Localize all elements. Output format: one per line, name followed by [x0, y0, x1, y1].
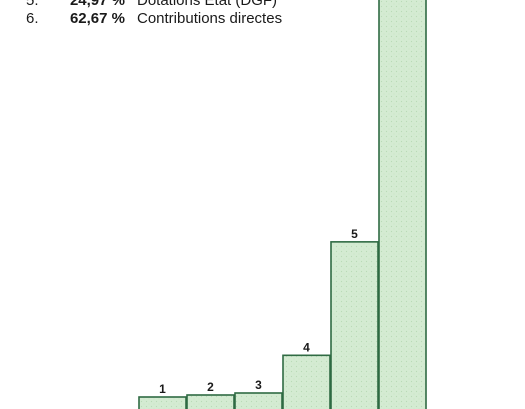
- bars: 1 2 3 4 5: [138, 0, 427, 409]
- bar-label-5: 5: [351, 227, 358, 241]
- bar-label-2: 2: [207, 380, 214, 394]
- bar-5: [330, 241, 379, 409]
- bar-6: [378, 0, 427, 409]
- bar-3: [234, 392, 283, 409]
- legend-number: 6.: [26, 10, 39, 27]
- bar-4: [282, 354, 331, 409]
- legend: 5. 24,97 % Dotations Etat (DGF) 6. 62,67 % Co…: [26, 0, 282, 27]
- legend-percent: 24,97 %: [70, 0, 125, 9]
- bar-label-1: 1: [159, 382, 166, 396]
- bar-2: [186, 394, 235, 409]
- legend-label: Dotations Etat (DGF): [137, 0, 277, 9]
- legend-label: Contributions directes: [137, 10, 282, 27]
- bar-label-3: 3: [255, 378, 262, 392]
- bar-1: [138, 396, 187, 409]
- legend-number: 5.: [26, 0, 39, 9]
- legend-percent: 62,67 %: [70, 10, 125, 27]
- bar-label-4: 4: [303, 340, 310, 354]
